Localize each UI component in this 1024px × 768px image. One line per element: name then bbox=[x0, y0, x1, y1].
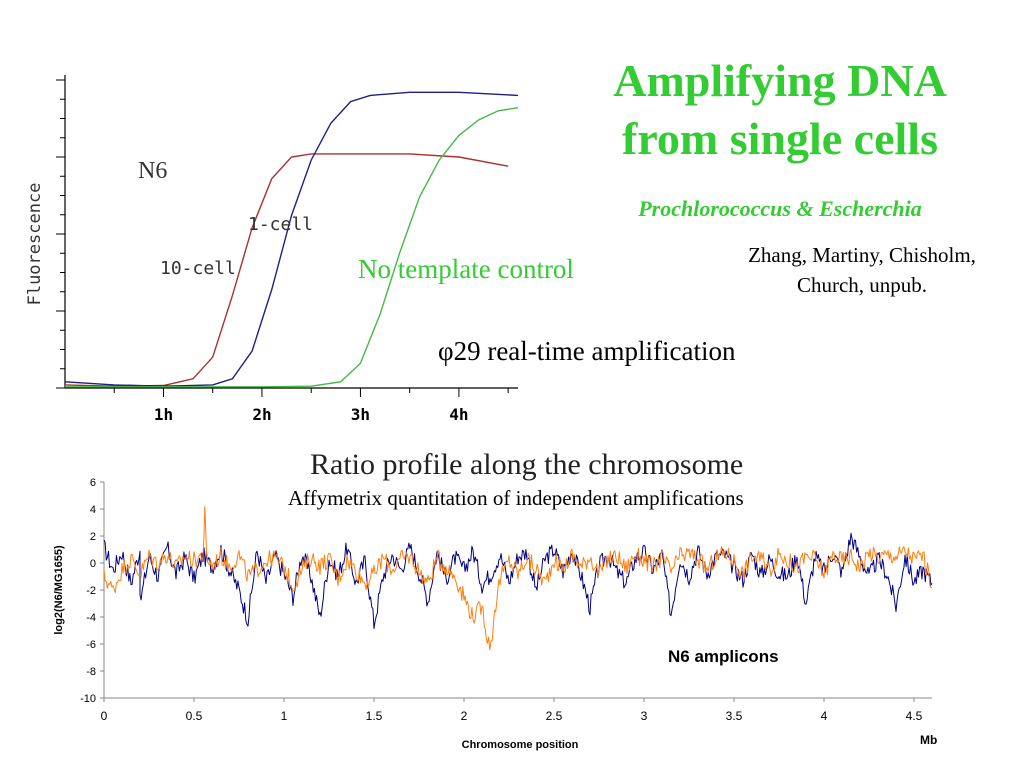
ratio-x-axis-label: Chromosome position bbox=[462, 739, 579, 751]
amplification-chart: 1h 2h 3h 4h Fluorescence N6 1-cell 10-cell bbox=[25, 75, 519, 424]
ratio-x-unit-label: Mb bbox=[920, 733, 937, 747]
ratio-profile-title: Ratio profile along the chromosome bbox=[310, 448, 744, 481]
ratio-annotation-n6-amplicons: N6 amplicons bbox=[668, 647, 779, 666]
slide-title-line2: from single cells bbox=[622, 113, 938, 164]
ratio-y-tick-label: -4 bbox=[86, 612, 96, 624]
authors-line1: Zhang, Martiny, Chisholm, bbox=[748, 243, 976, 267]
slide-subtitle: Prochlorococcus & Escherchia bbox=[638, 196, 922, 221]
ratio-series-line-orange bbox=[103, 506, 933, 651]
ratio-x-tick-label: 3.5 bbox=[726, 709, 743, 723]
ratio-y-tick-label: 4 bbox=[90, 504, 96, 516]
ratio-y-tick-label: -6 bbox=[86, 639, 96, 651]
amp-x-tick-label: 3h bbox=[351, 405, 370, 424]
amp-annotation-n6: N6 bbox=[138, 158, 167, 184]
authors-line2: Church, unpub. bbox=[796, 273, 928, 297]
amp-annotation-10-cell: 10-cell bbox=[160, 258, 236, 279]
amp-y-axis-label: Fluorescence bbox=[25, 183, 45, 306]
ratio-x-tick-label: 1.5 bbox=[366, 709, 383, 723]
authors-credit: Zhang, Martiny, Chisholm, Church, unpub. bbox=[700, 240, 1024, 300]
ratio-x-tick-label: 4.5 bbox=[906, 709, 923, 723]
ratio-x-tick-label: 0 bbox=[101, 709, 108, 723]
ratio-y-axis-label: log2(N6/MG1655) bbox=[53, 545, 65, 635]
amp-curve-10-cell bbox=[64, 153, 509, 387]
amplification-axes: 1h 2h 3h 4h Fluorescence bbox=[25, 75, 518, 424]
ratio-series-line-navy bbox=[103, 532, 933, 630]
no-template-control-label: No template control bbox=[358, 254, 574, 284]
ratio-y-tick-label: 2 bbox=[90, 531, 96, 543]
ratio-x-tick-label: 2.5 bbox=[546, 709, 563, 723]
ratio-x-tick-label: 1 bbox=[281, 709, 288, 723]
ratio-labels: N6 amplicons bbox=[668, 647, 779, 666]
ratio-x-tick-label: 2 bbox=[461, 709, 468, 723]
amplification-caption: φ29 real-time amplification bbox=[438, 336, 736, 366]
ratio-y-tick-label: -2 bbox=[86, 585, 96, 597]
amp-annotation-1-cell: 1-cell bbox=[248, 214, 313, 235]
ratio-axes: 6 4 2 0 -2 -4 -6 -8 -10 0 0.5 1 1.5 2 2.5 3 3.5 4 4.5 Chrom… bbox=[53, 477, 937, 751]
amplification-curves bbox=[64, 91, 519, 388]
ratio-x-tick-label: 0.5 bbox=[186, 709, 203, 723]
ratio-y-tick-label: 6 bbox=[90, 477, 96, 489]
amp-x-tick-label: 4h bbox=[449, 405, 468, 424]
affymetrix-caption: Affymetrix quantitation of independent a… bbox=[288, 486, 744, 510]
amplification-labels: N6 1-cell 10-cell bbox=[138, 158, 313, 279]
slide-title: Amplifying DNA from single cells bbox=[560, 52, 1000, 168]
amp-curve-no-template-control bbox=[65, 107, 519, 388]
ratio-y-tick-label: 0 bbox=[90, 558, 96, 570]
ratio-series bbox=[103, 506, 933, 651]
ratio-x-tick-label: 3 bbox=[641, 709, 648, 723]
slide-title-line1: Amplifying DNA bbox=[613, 55, 947, 106]
ratio-x-tick-label: 4 bbox=[821, 709, 828, 723]
ratio-y-tick-label: -10 bbox=[80, 693, 96, 705]
ratio-y-tick-label: -8 bbox=[86, 666, 96, 678]
ratio-profile-chart: 6 4 2 0 -2 -4 -6 -8 -10 0 0.5 1 1.5 2 2.5 3 3.5 4 4.5 Chrom… bbox=[53, 477, 937, 751]
amp-x-tick-label: 1h bbox=[154, 405, 173, 424]
amp-x-tick-label: 2h bbox=[252, 405, 271, 424]
amp-curve-1-cell bbox=[64, 91, 519, 387]
